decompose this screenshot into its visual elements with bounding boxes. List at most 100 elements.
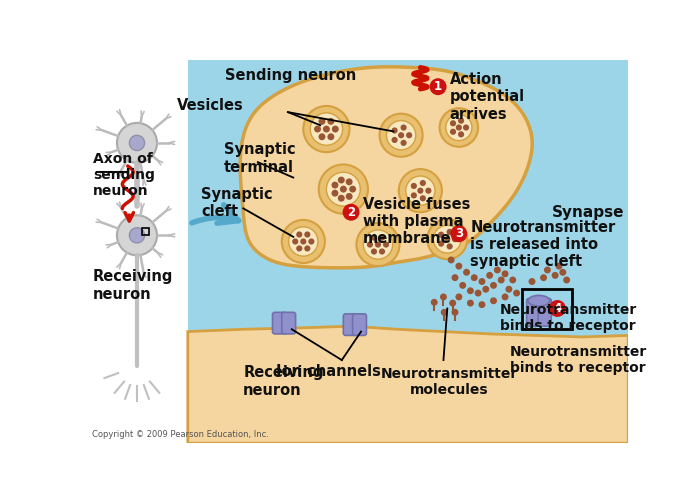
Circle shape: [430, 78, 447, 95]
Circle shape: [433, 225, 461, 253]
Text: Vesicle fuses
with plasma
membrane: Vesicle fuses with plasma membrane: [363, 197, 470, 247]
Circle shape: [467, 287, 474, 294]
Circle shape: [463, 124, 469, 130]
Circle shape: [379, 249, 385, 254]
Circle shape: [444, 236, 450, 242]
Circle shape: [549, 300, 566, 317]
Circle shape: [438, 232, 444, 238]
Circle shape: [411, 192, 417, 199]
Circle shape: [379, 235, 385, 241]
Text: Action
potential
arrives: Action potential arrives: [449, 72, 525, 122]
Circle shape: [494, 266, 500, 273]
Circle shape: [463, 269, 470, 276]
Circle shape: [304, 246, 310, 251]
Circle shape: [303, 106, 349, 152]
Circle shape: [391, 137, 398, 143]
Circle shape: [406, 132, 412, 138]
Ellipse shape: [528, 295, 550, 306]
FancyBboxPatch shape: [343, 314, 357, 336]
Circle shape: [564, 276, 570, 283]
Circle shape: [398, 132, 404, 138]
Circle shape: [420, 180, 426, 186]
Text: Synaptic
cleft: Synaptic cleft: [201, 187, 272, 219]
FancyBboxPatch shape: [353, 314, 366, 336]
Circle shape: [544, 266, 551, 273]
Text: Receiving
neuron: Receiving neuron: [243, 366, 323, 398]
Text: Sending neuron: Sending neuron: [225, 68, 356, 83]
Circle shape: [456, 262, 462, 269]
Text: Neurotransmitter
is released into
synaptic cleft: Neurotransmitter is released into synapt…: [470, 220, 616, 269]
FancyBboxPatch shape: [281, 312, 295, 334]
Circle shape: [448, 256, 454, 263]
Circle shape: [375, 242, 381, 248]
Circle shape: [502, 270, 508, 277]
Circle shape: [399, 169, 442, 212]
Circle shape: [450, 225, 468, 242]
FancyBboxPatch shape: [272, 312, 286, 334]
Circle shape: [308, 239, 314, 245]
Text: Neurotransmitter
molecules: Neurotransmitter molecules: [381, 367, 518, 397]
Circle shape: [446, 115, 472, 140]
Text: 2: 2: [347, 206, 355, 219]
Circle shape: [417, 188, 424, 194]
Circle shape: [318, 133, 326, 140]
Circle shape: [528, 278, 536, 285]
Circle shape: [486, 272, 493, 279]
Polygon shape: [188, 326, 629, 443]
Circle shape: [310, 113, 342, 145]
Circle shape: [456, 293, 462, 300]
FancyBboxPatch shape: [526, 298, 540, 326]
Circle shape: [490, 297, 497, 304]
Circle shape: [502, 293, 508, 300]
Circle shape: [117, 123, 157, 163]
Circle shape: [318, 118, 326, 125]
Circle shape: [391, 127, 398, 133]
Circle shape: [559, 269, 566, 276]
Text: Synaptic
terminal: Synaptic terminal: [224, 142, 295, 174]
Circle shape: [117, 215, 157, 255]
Circle shape: [328, 133, 335, 140]
Circle shape: [328, 118, 335, 125]
Bar: [522, 289, 572, 329]
Circle shape: [296, 246, 302, 251]
Circle shape: [340, 186, 346, 193]
Circle shape: [452, 236, 458, 242]
Circle shape: [363, 230, 393, 259]
Circle shape: [338, 195, 344, 202]
Text: 1: 1: [434, 80, 442, 93]
Circle shape: [346, 178, 353, 185]
Circle shape: [471, 274, 477, 281]
Circle shape: [458, 131, 464, 137]
Circle shape: [300, 239, 307, 245]
Circle shape: [386, 121, 416, 150]
Circle shape: [479, 301, 485, 308]
Circle shape: [505, 286, 512, 293]
Circle shape: [458, 118, 464, 124]
Circle shape: [441, 309, 448, 316]
Circle shape: [338, 177, 344, 183]
Circle shape: [440, 108, 478, 147]
Circle shape: [447, 229, 453, 235]
Circle shape: [400, 140, 407, 146]
Bar: [141, 228, 149, 236]
Circle shape: [426, 188, 431, 194]
Circle shape: [371, 235, 377, 241]
Text: Axon of
sending
neuron: Axon of sending neuron: [93, 152, 155, 199]
Circle shape: [326, 172, 361, 206]
Circle shape: [456, 124, 462, 130]
Text: Receiving
neuron: Receiving neuron: [93, 269, 174, 302]
Circle shape: [383, 242, 389, 248]
Circle shape: [490, 282, 497, 289]
Circle shape: [479, 278, 485, 285]
Circle shape: [447, 244, 453, 249]
Circle shape: [400, 124, 407, 130]
Circle shape: [452, 274, 458, 281]
Text: 4: 4: [553, 302, 561, 315]
Bar: [188, 60, 629, 443]
Text: Copyright © 2009 Pearson Education, Inc.: Copyright © 2009 Pearson Education, Inc.: [92, 430, 270, 439]
Circle shape: [349, 186, 356, 193]
Circle shape: [332, 125, 339, 132]
Circle shape: [498, 276, 505, 283]
Circle shape: [475, 290, 482, 296]
Circle shape: [130, 135, 145, 150]
